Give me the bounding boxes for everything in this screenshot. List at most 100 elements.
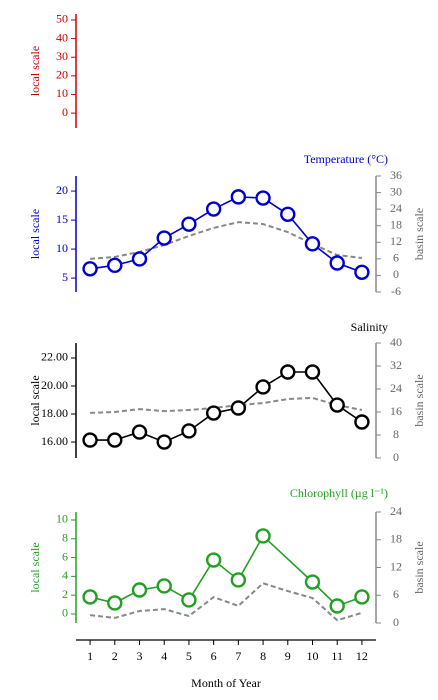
y2-tick-label: 12: [390, 559, 402, 573]
y2-tick-label: 6: [393, 251, 399, 265]
basin-line: [89, 582, 363, 622]
x-tick-label: 1: [87, 649, 93, 663]
y-tick-label: 10: [56, 512, 68, 526]
y2-tick-label: 8: [393, 427, 399, 441]
x-tick-label: 6: [211, 649, 217, 663]
y-axis-label: local scale: [28, 375, 42, 425]
y-tick-label: 6: [62, 549, 68, 563]
data-point: [354, 589, 370, 605]
data-point: [107, 432, 123, 448]
x-tick-label: 12: [356, 649, 368, 663]
basin-line: [90, 396, 363, 414]
y-tick-label: 20: [56, 68, 68, 82]
y2-tick-label: 32: [390, 358, 402, 372]
y2-tick-label: 6: [393, 587, 399, 601]
y-axis-label: local scale: [28, 46, 42, 96]
y2-tick-label: 24: [390, 201, 402, 215]
y-tick-label: 0: [62, 606, 68, 620]
data-point: [255, 379, 271, 395]
x-axis-label: Month of Year: [191, 676, 261, 690]
basin-line: [90, 221, 363, 260]
x-tick-label: 10: [306, 649, 318, 663]
y-tick-label: 8: [62, 531, 68, 545]
data-point: [280, 364, 296, 380]
y-tick-label: 50: [56, 12, 68, 26]
y2-tick-label: 24: [390, 504, 402, 518]
data-point: [354, 264, 370, 280]
y2-tick-label: 16: [390, 404, 402, 418]
panel-title: Chlorophyll (µg l⁻¹): [290, 486, 388, 500]
data-point: [354, 414, 370, 430]
data-point: [131, 424, 148, 440]
y-tick-label: 4: [62, 568, 68, 582]
y-tick-label: 10: [56, 86, 68, 100]
x-tick-label: 4: [161, 649, 167, 663]
data-point: [131, 582, 148, 598]
local-line: [89, 196, 363, 274]
y-tick-label: 5: [62, 270, 68, 284]
data-point: [156, 578, 172, 594]
x-tick-label: 8: [260, 649, 266, 663]
y-tick-label: 2: [62, 587, 68, 601]
y-tick-label: 0: [62, 105, 68, 119]
data-point: [230, 572, 247, 588]
data-point: [205, 201, 222, 217]
y-tick-label: 16.00: [41, 434, 68, 448]
data-point: [230, 189, 247, 205]
data-point: [280, 206, 296, 222]
data-point: [82, 589, 98, 605]
y-axis-label: local scale: [28, 542, 42, 592]
x-tick-label: 7: [235, 649, 241, 663]
x-tick-label: 11: [331, 649, 343, 663]
y2-axis-label: basin scale: [412, 541, 426, 593]
x-tick-label: 2: [112, 649, 118, 663]
data-point: [255, 190, 271, 206]
data-point: [304, 236, 321, 252]
data-point: [205, 552, 222, 568]
y2-axis-label: basin scale: [412, 208, 426, 260]
y-tick-label: 30: [56, 49, 68, 63]
y2-tick-label: 0: [393, 267, 399, 281]
data-point: [131, 251, 148, 267]
y2-tick-label: 0: [393, 615, 399, 629]
data-point: [107, 257, 123, 274]
y-tick-label: 20.00: [41, 378, 68, 392]
y2-tick-label: 40: [390, 335, 402, 349]
y2-tick-label: 18: [390, 532, 402, 546]
data-point: [329, 397, 345, 413]
y-tick-label: 20: [56, 183, 68, 197]
data-point: [329, 255, 345, 271]
y2-tick-label: 24: [390, 381, 402, 395]
y2-tick-label: -6: [391, 284, 401, 298]
y2-tick-label: 30: [390, 184, 402, 198]
data-point: [107, 595, 123, 611]
y-tick-label: 40: [56, 30, 68, 44]
y2-tick-label: 36: [390, 168, 402, 182]
local-line: [89, 534, 363, 607]
data-point: [181, 216, 197, 232]
data-point: [181, 423, 197, 439]
x-tick-label: 3: [137, 649, 143, 663]
data-point: [329, 598, 345, 614]
y2-tick-label: 0: [393, 450, 399, 464]
data-point: [156, 230, 172, 246]
y-tick-label: 15: [56, 212, 68, 226]
data-point: [181, 592, 197, 608]
data-point: [304, 574, 321, 590]
x-tick-label: 5: [186, 649, 192, 663]
y-tick-label: 18.00: [41, 406, 68, 420]
data-point: [255, 528, 271, 544]
data-point: [230, 400, 247, 416]
data-point: [82, 261, 98, 277]
data-point: [205, 405, 222, 421]
y2-tick-label: 12: [390, 234, 402, 248]
y2-axis-label: basin scale: [412, 374, 426, 426]
data-point: [156, 434, 172, 450]
y-axis-label: local scale: [28, 209, 42, 259]
panel-title: Salinity: [351, 320, 388, 334]
data-point: [82, 432, 98, 448]
data-point: [304, 364, 321, 380]
y-tick-label: 22.00: [41, 350, 68, 364]
y-tick-label: 10: [56, 241, 68, 255]
